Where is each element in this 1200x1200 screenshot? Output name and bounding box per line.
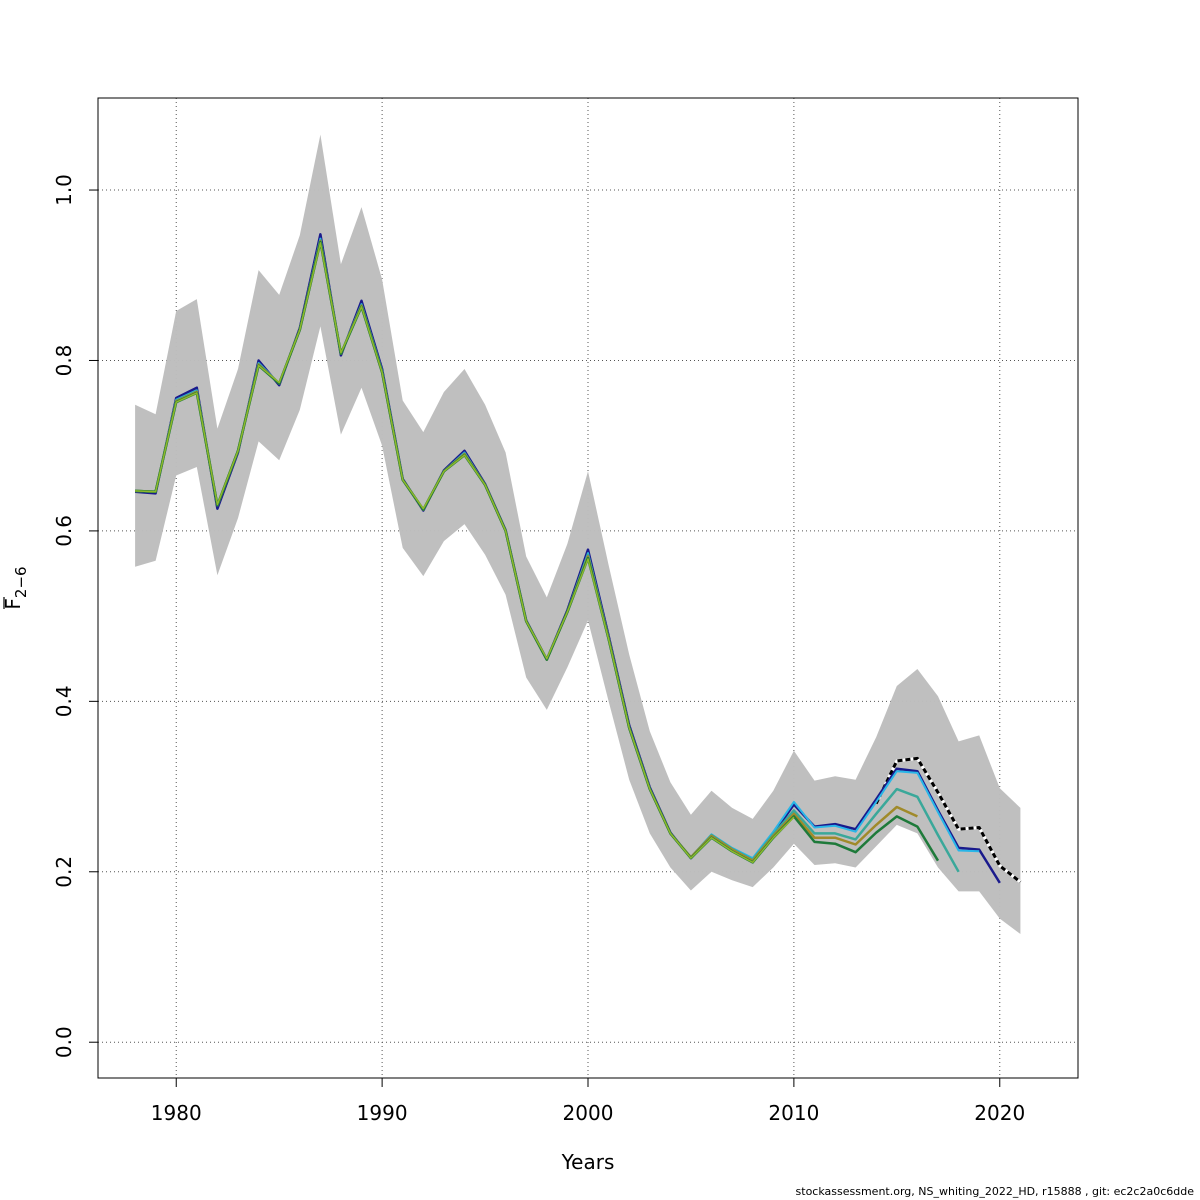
svg-text:F2−6: F2−6	[1, 566, 30, 609]
y-axis-title-sub: 2−6	[12, 566, 30, 598]
x-tick-label: 1990	[357, 1101, 408, 1125]
x-tick-label: 2020	[974, 1101, 1025, 1125]
y-axis-title: F2−6	[1, 566, 30, 609]
y-tick-label: 0.6	[52, 515, 76, 547]
y-tick-label: 0.8	[52, 345, 76, 377]
series-line-6	[135, 242, 795, 864]
series-line-0	[874, 756, 1022, 884]
confidence-band	[135, 134, 1021, 935]
x-tick-label: 2000	[563, 1101, 614, 1125]
y-tick-label: 1.0	[52, 174, 76, 206]
series-lines	[134, 233, 1022, 884]
footer-caption: stockassessment.org, NS_whiting_2022_HD,…	[795, 1185, 1194, 1198]
y-tick-label: 0.0	[52, 1026, 76, 1058]
y-axis: 0.0 0.2 0.4 0.6 0.8 1.0	[52, 174, 99, 1058]
confidence-band-area	[135, 134, 1021, 935]
x-axis-title: Years	[561, 1150, 615, 1174]
y-tick-label: 0.4	[52, 685, 76, 717]
x-tick-label: 2010	[768, 1101, 819, 1125]
y-tick-label: 0.2	[52, 856, 76, 888]
x-tick-label: 1980	[151, 1101, 202, 1125]
x-axis: 1980 1990 2000 2010 2020	[151, 1077, 1025, 1125]
y-axis-title-base: F	[1, 598, 25, 610]
